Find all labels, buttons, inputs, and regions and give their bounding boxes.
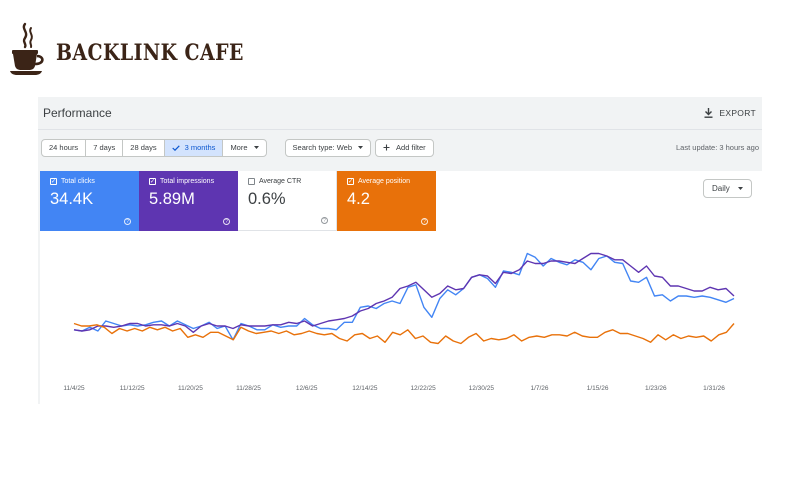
- metric-card-total-impressions[interactable]: ✓ Total impressions 5.89M ?: [139, 171, 238, 231]
- page-title: Performance: [43, 106, 112, 120]
- help-icon[interactable]: ?: [124, 218, 131, 225]
- metric-label: Average position: [358, 178, 411, 185]
- performance-panel: Performance EXPORT 24 hours 7 days 28 da…: [38, 97, 762, 404]
- checkbox-checked-icon: ✓: [149, 178, 156, 185]
- brand-logo: BACKLINK CAFE: [8, 20, 274, 76]
- x-tick-label: 1/23/26: [645, 385, 667, 392]
- metric-card-average-ctr[interactable]: Average CTR 0.6% ?: [238, 171, 337, 231]
- checkbox-checked-icon: ✓: [50, 178, 57, 185]
- last-update-text: Last update: 3 hours ago: [676, 143, 759, 152]
- series-line-impressions: [73, 252, 735, 334]
- download-icon: [704, 108, 713, 118]
- x-tick-label: 11/4/25: [63, 385, 85, 392]
- check-icon: [171, 144, 180, 151]
- filter-toolbar: 24 hours 7 days 28 days 3 months More Se…: [38, 130, 762, 165]
- metric-card-total-clicks[interactable]: ✓ Total clicks 34.4K ?: [40, 171, 139, 231]
- date-range-selector: 24 hours 7 days 28 days 3 months More: [41, 138, 267, 157]
- x-tick-label: 12/30/25: [469, 385, 495, 392]
- x-tick-label: 12/22/25: [410, 385, 436, 392]
- brand-name: BACKLINK CAFE: [56, 40, 244, 66]
- caret-down-icon: [738, 187, 743, 190]
- metric-card-average-position[interactable]: ✓ Average position 4.2 ?: [337, 171, 436, 231]
- caret-down-icon: [358, 146, 364, 149]
- metric-value: 34.4K: [50, 190, 94, 208]
- checkbox-unchecked-icon: [248, 178, 255, 185]
- metric-value: 0.6%: [248, 190, 286, 208]
- series-line-clicks: [73, 252, 735, 341]
- help-icon[interactable]: ?: [321, 217, 328, 224]
- more-ranges-dropdown[interactable]: More: [223, 140, 265, 156]
- range-28-days[interactable]: 28 days: [123, 139, 165, 156]
- performance-line-chart: 11/4/25 11/12/25 11/20/25 11/28/25 12/6/25 12…: [63, 252, 735, 392]
- metric-value: 4.2: [347, 190, 370, 208]
- checkbox-checked-icon: ✓: [347, 178, 354, 185]
- x-tick-label: 11/12/25: [120, 385, 145, 392]
- coffee-cup-icon: [8, 20, 52, 76]
- x-tick-label: 11/28/25: [236, 385, 261, 392]
- series-line-position: [73, 322, 735, 345]
- x-tick-label: 12/14/25: [352, 385, 378, 392]
- x-tick-label: 1/15/26: [587, 385, 609, 392]
- granularity-dropdown[interactable]: Daily: [703, 179, 752, 198]
- caret-down-icon: [253, 146, 259, 149]
- help-icon[interactable]: ?: [421, 218, 428, 225]
- x-tick-label: 1/31/26: [703, 385, 725, 392]
- metric-label: Total impressions: [160, 178, 215, 185]
- x-tick-label: 12/6/25: [296, 385, 318, 392]
- chart-card: ✓ Total clicks 34.4K ? ✓ Total impressio…: [40, 171, 762, 404]
- x-tick-label: 11/20/25: [178, 385, 203, 392]
- export-button[interactable]: EXPORT: [704, 108, 756, 118]
- metric-label: Total clicks: [61, 178, 95, 185]
- metric-value: 5.89M: [149, 190, 195, 208]
- range-7-days[interactable]: 7 days: [86, 139, 124, 156]
- panel-header: Performance EXPORT: [38, 97, 762, 130]
- range-24-hours[interactable]: 24 hours: [42, 139, 87, 156]
- range-3-months[interactable]: 3 months: [164, 139, 224, 156]
- search-type-dropdown[interactable]: Search type: Web: [284, 138, 372, 157]
- help-icon[interactable]: ?: [223, 218, 230, 225]
- export-label: EXPORT: [719, 108, 756, 118]
- add-filter-button[interactable]: Add filter: [375, 138, 434, 157]
- x-tick-label: 1/7/26: [530, 385, 548, 392]
- plus-icon: [383, 144, 390, 151]
- metric-cards: ✓ Total clicks 34.4K ? ✓ Total impressio…: [40, 171, 762, 231]
- metric-label: Average CTR: [259, 178, 302, 185]
